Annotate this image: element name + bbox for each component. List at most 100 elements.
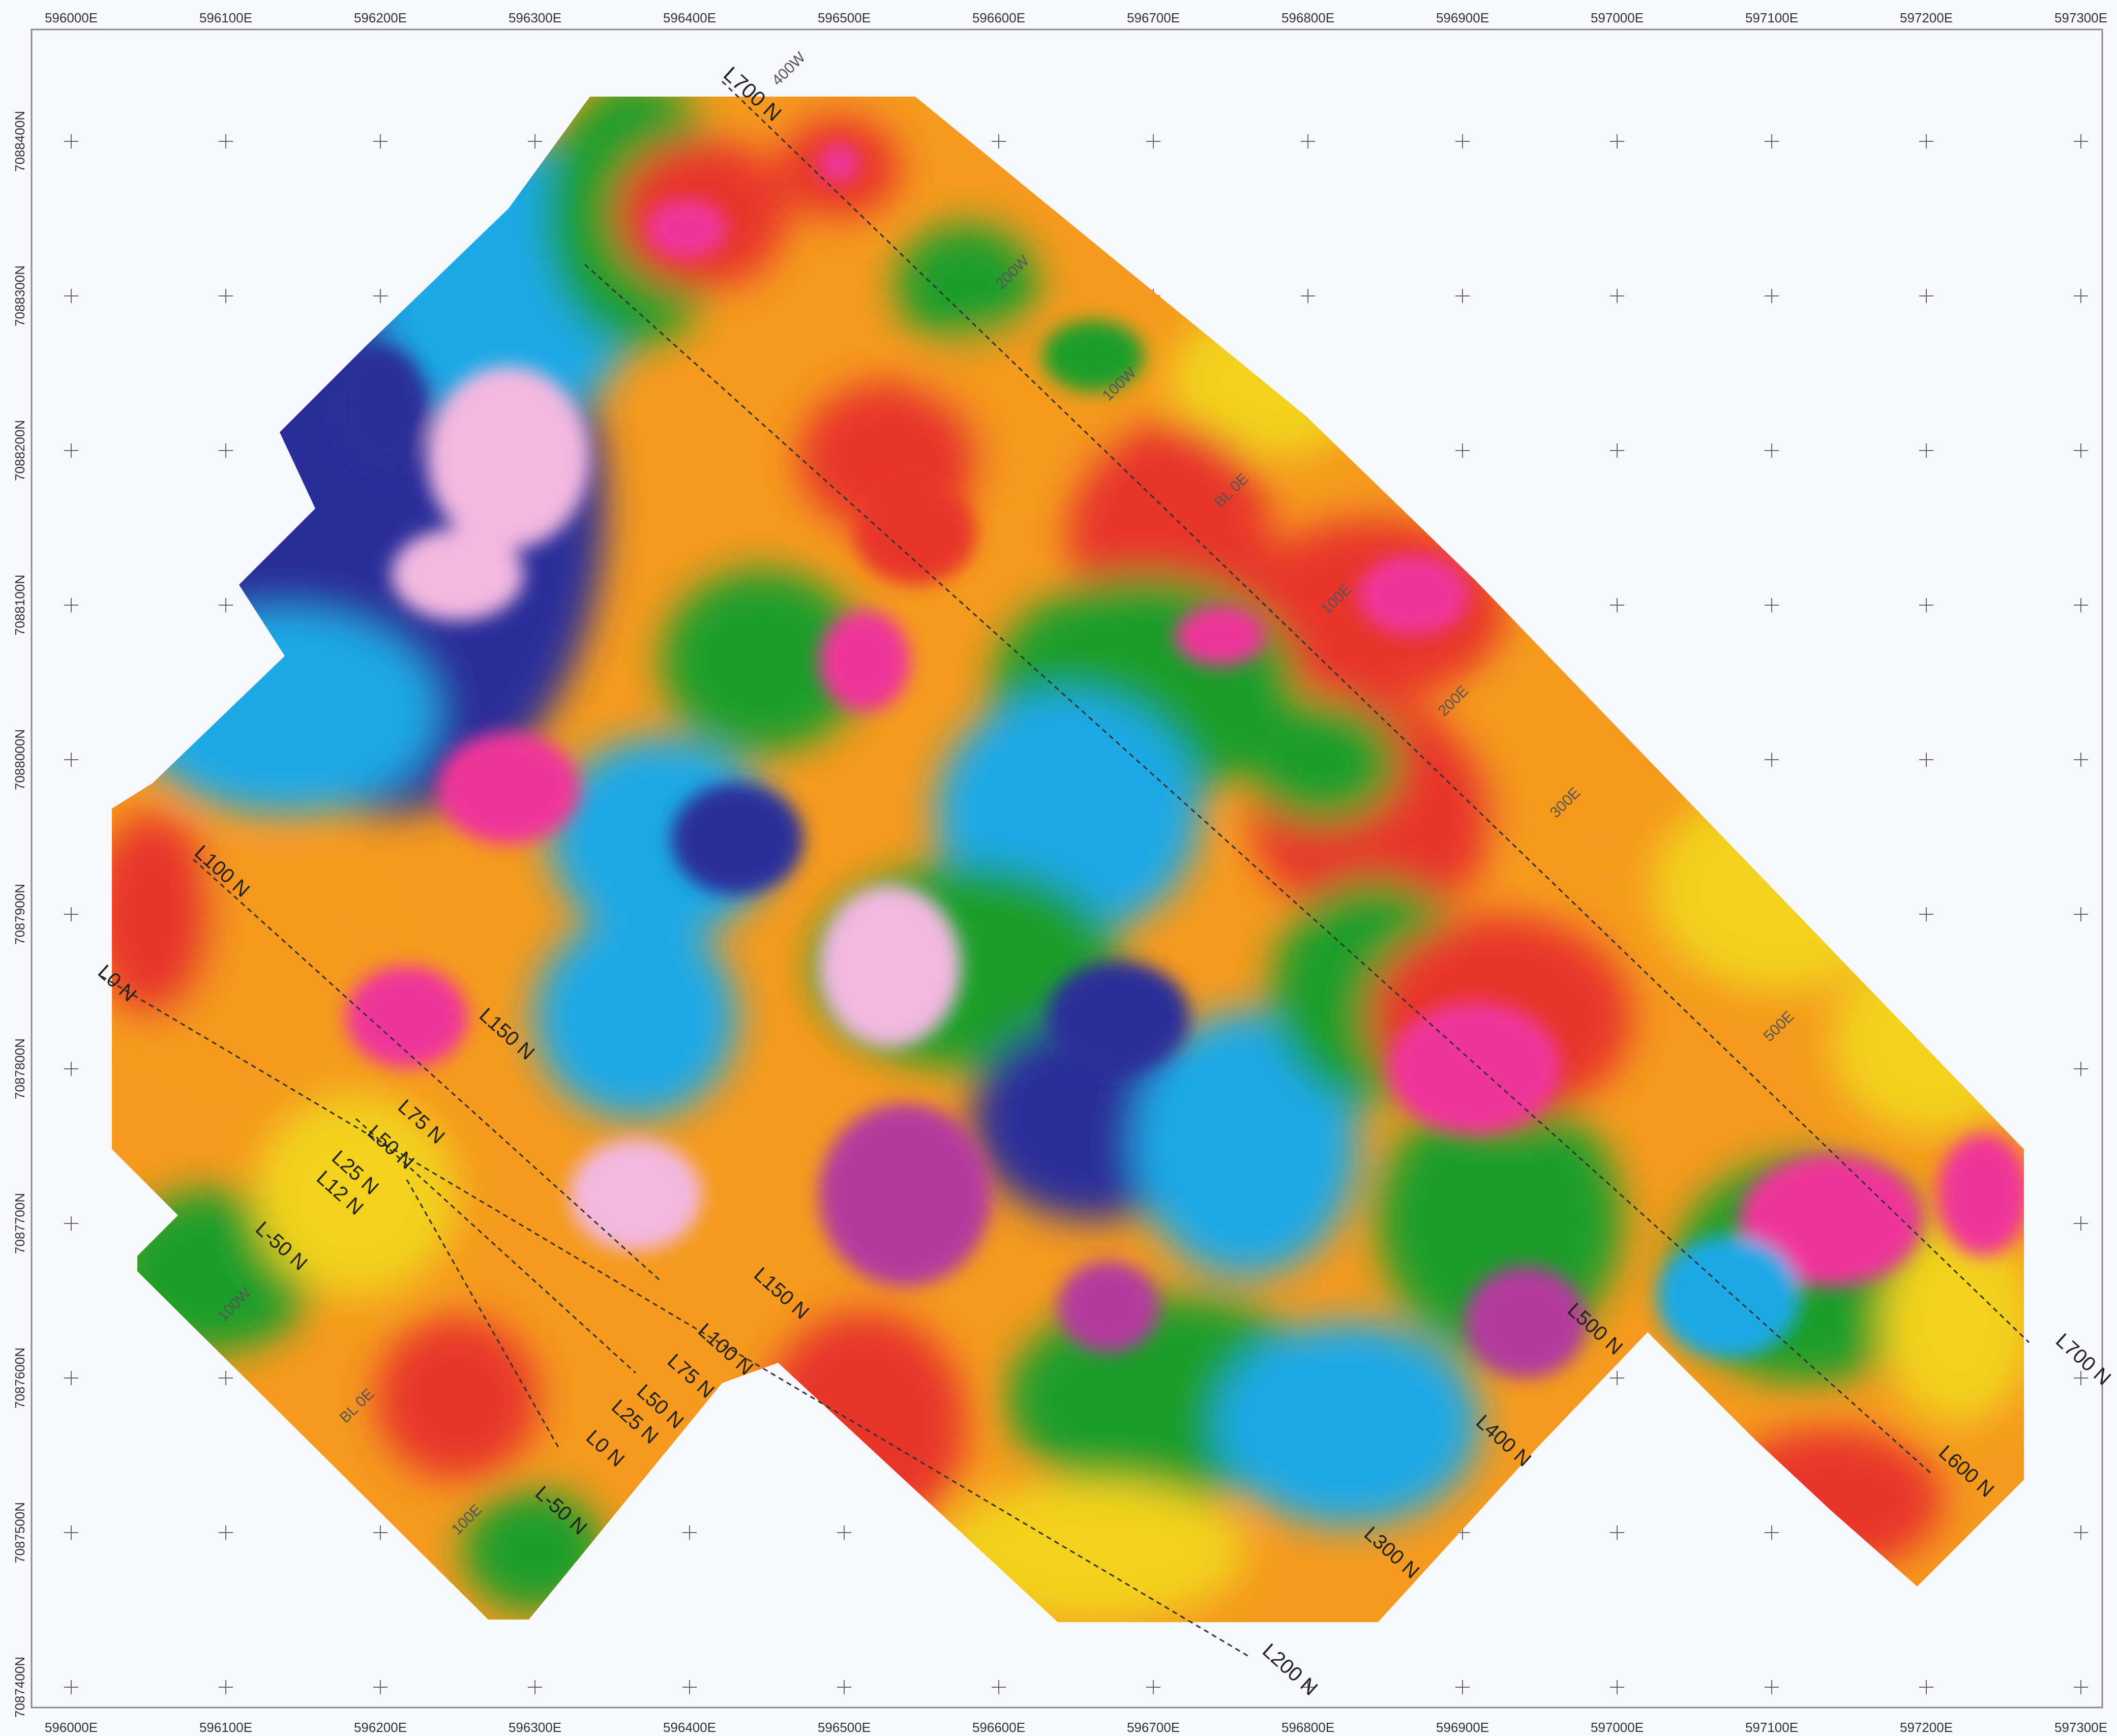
easting-label-bottom: 596600E — [972, 1720, 1025, 1735]
grid-cross — [219, 1371, 233, 1385]
grid-cross — [64, 1525, 78, 1540]
easting-label-top: 596100E — [199, 10, 252, 25]
grid-cross — [1610, 1525, 1624, 1540]
grid-cross — [1919, 134, 1933, 148]
northing-label: 7088200N — [12, 420, 27, 481]
grid-cross — [837, 1525, 851, 1540]
survey-image — [112, 97, 2024, 1622]
easting-labels-top: 596000E 596100E 596200E 596300E 596400E 59650… — [45, 10, 2107, 25]
grid-cross — [373, 1525, 387, 1540]
grid-cross — [1610, 134, 1624, 148]
grid-cross — [64, 1216, 78, 1231]
northing-label: 7088400N — [12, 111, 27, 172]
easting-label-bottom: 596700E — [1127, 1720, 1180, 1735]
grid-cross — [992, 1680, 1006, 1694]
northing-label: 7087400N — [12, 1657, 27, 1718]
grid-cross — [1301, 289, 1315, 303]
easting-label-top: 596500E — [818, 10, 871, 25]
grid-cross — [2074, 1525, 2088, 1540]
grid-cross — [1919, 907, 1933, 921]
easting-label-top: 596200E — [354, 10, 407, 25]
survey-line-label: L200 N — [1258, 1639, 1322, 1700]
grid-cross — [1610, 1680, 1624, 1694]
northing-label: 7087600N — [12, 1348, 27, 1409]
easting-label-bottom: 596400E — [663, 1720, 716, 1735]
grid-cross — [373, 1680, 387, 1694]
grid-cross — [1765, 289, 1779, 303]
easting-label-top: 596000E — [45, 10, 98, 25]
easting-label-top: 596900E — [1436, 10, 1489, 25]
grid-cross — [1455, 134, 1470, 148]
grid-cross — [837, 1680, 851, 1694]
grid-cross — [1610, 289, 1624, 303]
grid-cross — [1146, 134, 1160, 148]
grid-cross — [1765, 443, 1779, 458]
grid-cross — [528, 134, 542, 148]
grid-cross — [1455, 1680, 1470, 1694]
grid-cross — [219, 598, 233, 612]
northing-label: 7087700N — [12, 1193, 27, 1254]
grid-cross — [2074, 1680, 2088, 1694]
grid-cross — [219, 1680, 233, 1694]
grid-cross — [2074, 1371, 2088, 1385]
grid-cross — [2074, 753, 2088, 767]
grid-cross — [64, 753, 78, 767]
grid-cross — [1919, 753, 1933, 767]
grid-cross — [1301, 1680, 1315, 1694]
grid-cross — [528, 1680, 542, 1694]
easting-label-top: 596700E — [1127, 10, 1180, 25]
grid-cross — [1610, 1371, 1624, 1385]
northing-label: 7087800N — [12, 1038, 27, 1099]
easting-label-top: 597100E — [1745, 10, 1798, 25]
grid-cross — [1919, 598, 1933, 612]
grid-cross — [219, 134, 233, 148]
grid-cross — [1919, 289, 1933, 303]
grid-cross — [1455, 289, 1470, 303]
grid-cross — [2074, 443, 2088, 458]
easting-label-bottom: 597100E — [1745, 1720, 1798, 1735]
easting-label-top: 596300E — [509, 10, 561, 25]
northing-label: 7088300N — [12, 265, 27, 326]
easting-label-bottom: 596800E — [1281, 1720, 1334, 1735]
grid-cross — [219, 443, 233, 458]
survey-lines — [101, 80, 2030, 1659]
easting-label-bottom: 596000E — [45, 1720, 98, 1735]
grid-cross — [219, 1525, 233, 1540]
grid-cross — [64, 443, 78, 458]
easting-label-top: 597200E — [1900, 10, 1953, 25]
survey-line-label: L700 N — [2051, 1329, 2115, 1390]
northing-label: 7088100N — [12, 575, 27, 636]
grid-cross — [2074, 289, 2088, 303]
easting-label-bottom: 596100E — [199, 1720, 252, 1735]
grid-cross — [1610, 443, 1624, 458]
station-label: 400W — [769, 49, 809, 89]
northing-label: 7087900N — [12, 884, 27, 945]
easting-label-bottom: 597200E — [1900, 1720, 1953, 1735]
easting-label-top: 597000E — [1591, 10, 1644, 25]
grid-cross — [1765, 134, 1779, 148]
grid-cross — [64, 907, 78, 921]
grid-cross — [1765, 1680, 1779, 1694]
grid-cross — [1765, 598, 1779, 612]
easting-label-bottom: 596200E — [354, 1720, 407, 1735]
grid-cross — [1919, 443, 1933, 458]
grid-cross — [2074, 1216, 2088, 1231]
easting-label-top: 596400E — [663, 10, 716, 25]
grid-cross — [2074, 1062, 2088, 1076]
grid-cross — [64, 134, 78, 148]
grid-cross — [64, 1062, 78, 1076]
grid-cross — [64, 1680, 78, 1694]
grid-cross — [1765, 1525, 1779, 1540]
grid-cross — [1610, 598, 1624, 612]
easting-label-bottom: 597000E — [1591, 1720, 1644, 1735]
northing-label: 7088000N — [12, 729, 27, 790]
easting-label-top: 597300E — [2054, 10, 2107, 25]
grid-cross — [2074, 598, 2088, 612]
grid-cross — [1301, 134, 1315, 148]
grid-cross — [1146, 1680, 1160, 1694]
easting-label-top: 596600E — [972, 10, 1025, 25]
grid-cross — [1765, 753, 1779, 767]
grid-cross — [64, 289, 78, 303]
easting-label-bottom: 596300E — [509, 1720, 561, 1735]
